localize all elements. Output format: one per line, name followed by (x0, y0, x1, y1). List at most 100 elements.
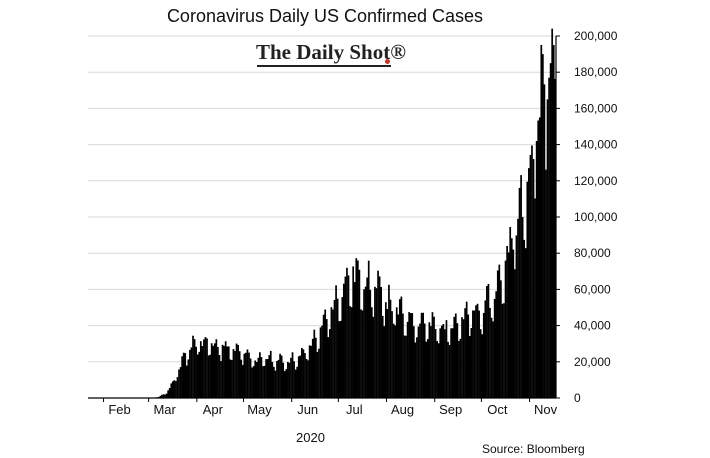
bar (201, 346, 204, 398)
bar (465, 301, 468, 398)
bar (301, 347, 303, 398)
bar (360, 309, 362, 398)
x-tick-label: Nov (534, 402, 558, 417)
bar (430, 326, 432, 398)
bar (554, 78, 557, 398)
bar (462, 319, 465, 398)
bar (318, 348, 320, 398)
y-tick-label: 200,000 (574, 29, 618, 43)
bar (370, 307, 373, 398)
bar (277, 359, 280, 398)
bar (213, 343, 216, 398)
bar (439, 328, 442, 398)
bar (224, 341, 227, 398)
bar (232, 349, 235, 398)
bar (248, 352, 250, 398)
bar (263, 365, 266, 398)
bar (440, 325, 443, 398)
bar (257, 357, 260, 398)
bar (346, 267, 348, 398)
bar (448, 344, 451, 398)
bar (420, 312, 423, 398)
bar (352, 266, 355, 398)
bar (159, 395, 162, 398)
bar (276, 361, 278, 398)
bar (249, 358, 252, 398)
bar (540, 44, 543, 399)
bar (535, 140, 538, 399)
bar (416, 337, 418, 398)
bar (377, 270, 379, 398)
bar (384, 302, 387, 398)
bar (442, 324, 445, 398)
bar (193, 339, 196, 398)
bar (259, 352, 261, 398)
bar (543, 84, 546, 399)
bar (495, 291, 498, 398)
bar (175, 381, 177, 398)
bar (161, 394, 163, 398)
bar (245, 352, 247, 398)
bar (187, 359, 190, 398)
bar (447, 341, 449, 398)
bar (231, 360, 233, 398)
bar (254, 360, 257, 398)
bar (458, 340, 460, 398)
bar (237, 344, 239, 398)
x-tick-label: Mar (153, 402, 176, 417)
bar (484, 300, 487, 398)
bar (220, 361, 222, 398)
x-tick-label: Jun (297, 402, 318, 417)
bar (409, 313, 412, 398)
bar (339, 320, 342, 398)
bar (493, 298, 496, 398)
bar (375, 288, 378, 398)
bar (353, 281, 356, 398)
bar (492, 321, 494, 398)
y-tick-label: 140,000 (574, 138, 618, 152)
bar (498, 264, 501, 398)
y-tick-label: 0 (574, 391, 581, 405)
bar (361, 310, 364, 398)
bar (344, 276, 347, 398)
bar (520, 175, 522, 398)
bar (486, 285, 488, 398)
bar (209, 354, 211, 398)
bar (490, 317, 493, 398)
bar (397, 314, 400, 398)
bar (333, 300, 336, 398)
bar (391, 311, 393, 398)
bar (271, 361, 274, 398)
bar (221, 344, 224, 398)
bar (260, 357, 263, 398)
bar (437, 343, 440, 398)
bar (185, 365, 188, 398)
bar (285, 369, 288, 398)
bar (176, 377, 179, 398)
bar (388, 284, 390, 398)
bar (445, 320, 448, 398)
bar (500, 280, 502, 398)
bar (408, 312, 410, 398)
bar (551, 28, 554, 399)
y-tick-label: 80,000 (574, 246, 611, 260)
bar (325, 319, 328, 398)
bar (524, 248, 527, 398)
bar (450, 328, 452, 398)
bar (423, 323, 426, 398)
bar (436, 341, 438, 398)
bar (546, 99, 549, 398)
bar (347, 275, 350, 398)
bar (165, 393, 168, 398)
bar (534, 198, 536, 398)
bar (167, 390, 169, 398)
bar (454, 313, 457, 398)
bar (316, 351, 319, 398)
bar (294, 369, 297, 398)
x-tick-label: May (247, 402, 272, 417)
bar (280, 355, 283, 398)
bar (291, 352, 294, 398)
bar (434, 329, 437, 398)
bar (329, 329, 331, 398)
